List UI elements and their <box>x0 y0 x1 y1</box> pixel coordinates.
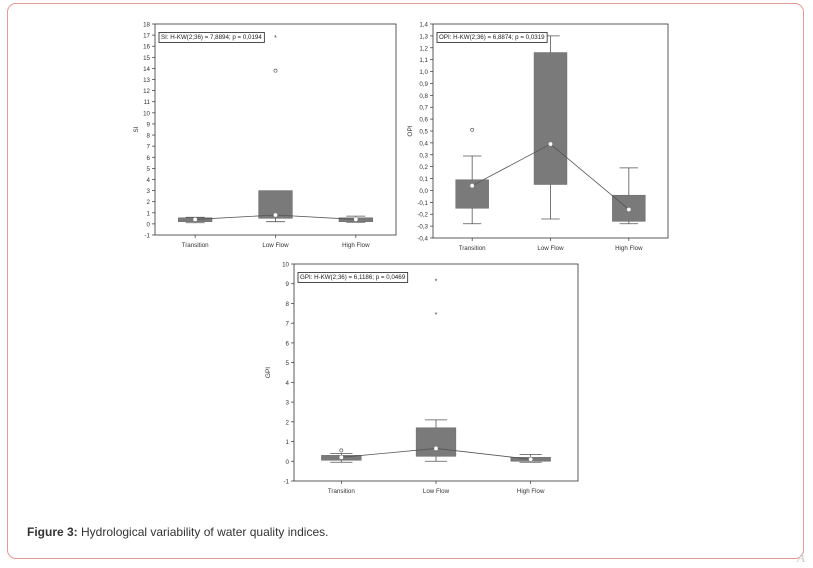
median-point <box>339 455 344 460</box>
x-tick-label: High Flow <box>517 488 545 495</box>
y-tick-label: 17 <box>143 33 150 40</box>
y-tick-label: 10 <box>282 262 289 269</box>
y-tick-label: 0,7 <box>419 105 428 112</box>
outlier-point <box>273 68 278 73</box>
stat-annotation-box <box>297 272 409 283</box>
outlier-point <box>339 448 344 453</box>
y-tick-label: 5 <box>147 166 151 173</box>
y-tick-label: 0,6 <box>419 117 428 124</box>
y-tick-label: 10 <box>143 110 150 117</box>
median-point <box>434 446 438 451</box>
y-tick-label: 0 <box>147 221 151 228</box>
outlier-point <box>470 127 475 132</box>
stat-annotation: SI: H-KW(2;36) = 7,8894; p = 0,0194 <box>161 34 262 41</box>
y-tick-label: 0,5 <box>419 129 428 136</box>
y-tick-label: 0,0 <box>419 188 428 195</box>
y-tick-label: 1,2 <box>419 45 428 52</box>
y-tick-label: 5 <box>286 360 290 367</box>
y-tick-label: -1 <box>283 479 289 486</box>
x-tick-label: Transition <box>328 488 355 495</box>
y-tick-label: 1,4 <box>419 22 428 29</box>
y-tick-label: 12 <box>143 88 150 95</box>
y-tick-label: 18 <box>143 22 150 29</box>
y-tick-label: 4 <box>286 380 290 387</box>
y-tick-label: -0,3 <box>417 224 428 231</box>
y-tick-label: 0,9 <box>419 81 428 88</box>
y-tick-label: 6 <box>147 155 151 162</box>
y-axis-label: SI <box>133 126 140 132</box>
extreme-point: * <box>435 278 438 285</box>
y-tick-label: -0,1 <box>417 200 428 207</box>
y-tick-label: 1 <box>286 439 290 446</box>
y-tick-label: 1,0 <box>419 69 428 76</box>
y-tick-label: 7 <box>286 321 290 328</box>
y-tick-label: -0,4 <box>417 236 428 243</box>
y-tick-label: 11 <box>144 99 151 106</box>
y-tick-label: 9 <box>147 121 151 128</box>
y-tick-label: 3 <box>147 188 151 195</box>
y-tick-label: 9 <box>286 281 290 288</box>
y-tick-label: 16 <box>143 44 150 51</box>
figure-frame <box>7 3 804 559</box>
figure-label: Figure 3: <box>27 525 78 539</box>
y-tick-label: 1 <box>147 210 151 217</box>
y-tick-label: 8 <box>286 301 290 308</box>
y-tick-label: 0 <box>286 459 290 466</box>
median-point <box>470 183 475 188</box>
si-boxplot: -10123456789101112131415161718Transition… <box>133 22 397 249</box>
extreme-point: * <box>274 35 277 42</box>
y-tick-label: -1 <box>144 233 150 240</box>
median-point <box>193 217 198 222</box>
corner-watermark: A <box>797 550 805 565</box>
y-tick-label: 1,3 <box>419 33 428 40</box>
y-tick-label: 4 <box>147 177 151 184</box>
y-tick-label: -0,2 <box>417 212 428 219</box>
y-tick-label: 0,3 <box>419 152 428 159</box>
stat-annotation-box <box>158 32 265 43</box>
median-point <box>273 213 278 217</box>
gpi-boxplot: -1 0 1 2 3 4 5 6 7 8 9 10 Transition Low Flow High Flo… <box>265 262 579 495</box>
y-tick-label: 8 <box>147 133 151 140</box>
y-tick-label: 2 <box>286 419 290 426</box>
y-tick-label: 2 <box>147 199 151 206</box>
x-tick-label: Transition <box>459 245 486 252</box>
y-tick-label: 0,1 <box>419 176 428 183</box>
x-tick-label: Low Flow <box>423 488 450 495</box>
iqr-box <box>415 427 457 457</box>
opi-boxplot: -0,4 -0,3 -0,2 -0,1 0,0 0,1 0,2 0,3 0,4 0,5 0,6 0,7… <box>407 22 669 252</box>
stat-annotation: OPI: H-KW(2;36) = 6,8874; p = 0,0319 <box>439 34 545 41</box>
stat-annotation-box <box>436 32 548 43</box>
y-axis-label: GPI <box>265 367 272 378</box>
x-tick-label: Low Flow <box>262 242 289 249</box>
median-point <box>353 217 358 222</box>
y-tick-label: 1,1 <box>419 57 428 64</box>
y-tick-label: 0,8 <box>419 93 428 100</box>
y-tick-label: 14 <box>143 66 150 73</box>
y-tick-label: 13 <box>143 77 150 84</box>
x-tick-label: High Flow <box>342 242 370 249</box>
median-point <box>548 142 553 146</box>
y-tick-label: 0,4 <box>419 140 428 147</box>
figure-caption-text: Hydrological variability of water qualit… <box>81 525 329 539</box>
x-tick-label: Transition <box>182 242 209 249</box>
y-tick-label: 0,2 <box>419 164 428 171</box>
y-tick-label: 3 <box>286 400 290 407</box>
extreme-point: * <box>435 312 438 319</box>
y-tick-label: 15 <box>143 55 150 62</box>
x-tick-label: Low Flow <box>537 245 564 252</box>
median-point <box>528 457 533 462</box>
y-tick-label: 6 <box>286 340 290 347</box>
y-axis-label: OPI <box>407 125 414 136</box>
stat-annotation: GPI: H-KW(2;36) = 6,1186; p = 0,0469 <box>300 274 406 281</box>
x-tick-label: High Flow <box>615 245 643 252</box>
figure-caption: Figure 3: Hydrological variability of wa… <box>27 525 328 539</box>
y-tick-label: 7 <box>147 144 151 151</box>
iqr-box <box>533 52 568 185</box>
median-point <box>626 207 631 212</box>
